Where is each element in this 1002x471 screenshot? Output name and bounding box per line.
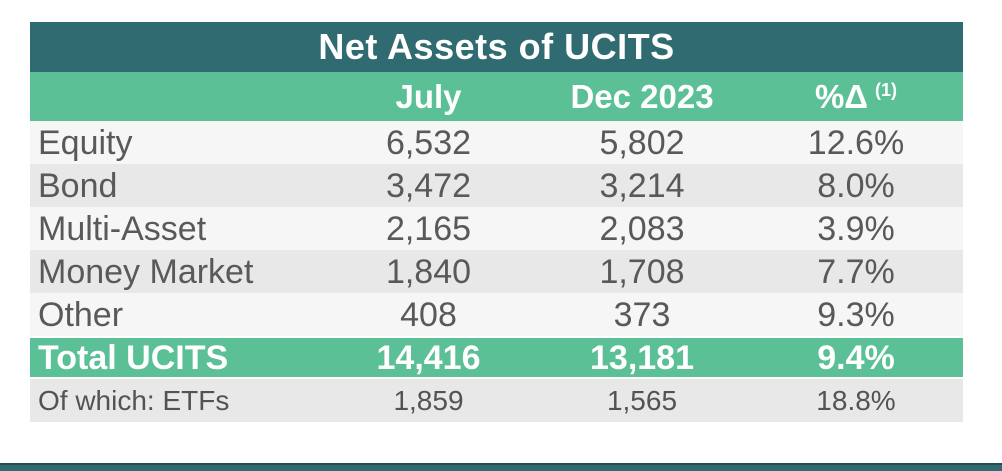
cell-july: 1,840 xyxy=(385,252,472,291)
header-july: July xyxy=(395,78,462,115)
table-title-bar: Net Assets of UCITS xyxy=(30,22,963,72)
total-ucits-row: Total UCITS 14,416 13,181 9.4% xyxy=(30,336,963,379)
bottom-accent-bar xyxy=(0,463,1002,471)
cell-july: 3,472 xyxy=(385,166,472,205)
header-pct-change: %Δ (1) xyxy=(749,80,963,113)
cell-pct-change: 12.6% xyxy=(807,123,905,162)
cell-july: 2,165 xyxy=(385,209,472,248)
table-row: Multi-Asset 2,165 2,083 3.9% xyxy=(30,207,963,250)
cell-pct-change: 9.4% xyxy=(817,338,895,377)
row-label: Total UCITS xyxy=(38,338,229,377)
table-row: Other 408 373 9.3% xyxy=(30,293,963,336)
net-assets-table: Net Assets of UCITS July Dec 2023 %Δ (1) … xyxy=(30,22,963,422)
etf-row: Of which: ETFs 1,859 1,565 18.8% xyxy=(30,379,963,422)
table-row: Equity 6,532 5,802 12.6% xyxy=(30,121,963,164)
cell-pct-change: 7.7% xyxy=(817,252,895,291)
cell-dec-2023: 1,708 xyxy=(599,252,685,291)
row-label: Bond xyxy=(38,166,118,205)
cell-pct-change: 3.9% xyxy=(817,209,895,248)
cell-july: 14,416 xyxy=(376,338,481,377)
table-row: Bond 3,472 3,214 8.0% xyxy=(30,164,963,207)
cell-july: 408 xyxy=(400,295,457,334)
cell-july: 1,859 xyxy=(393,384,464,416)
cell-dec-2023: 373 xyxy=(613,295,671,334)
cell-pct-change: 8.0% xyxy=(817,166,895,205)
cell-dec-2023: 5,802 xyxy=(599,123,685,162)
cell-dec-2023: 2,083 xyxy=(599,209,685,248)
header-dec-2023: Dec 2023 xyxy=(570,78,714,115)
cell-dec-2023: 1,565 xyxy=(606,384,678,416)
row-label: Other xyxy=(38,295,124,334)
row-label: Money Market xyxy=(38,252,254,291)
cell-pct-change: 9.3% xyxy=(817,295,895,334)
row-label: Multi-Asset xyxy=(38,209,207,248)
table-title: Net Assets of UCITS xyxy=(318,26,675,67)
cell-dec-2023: 13,181 xyxy=(590,338,694,377)
row-label: Equity xyxy=(38,123,133,162)
cell-pct-change: 18.8% xyxy=(816,384,896,416)
pct-delta-label: %Δ xyxy=(814,78,869,115)
footnote-marker: (1) xyxy=(875,80,898,100)
row-label: Of which: ETFs xyxy=(38,384,230,416)
cell-july: 6,532 xyxy=(385,123,472,162)
cell-dec-2023: 3,214 xyxy=(599,166,685,205)
table-row: Money Market 1,840 1,708 7.7% xyxy=(30,250,963,293)
table-header-row: July Dec 2023 %Δ (1) xyxy=(30,72,963,121)
